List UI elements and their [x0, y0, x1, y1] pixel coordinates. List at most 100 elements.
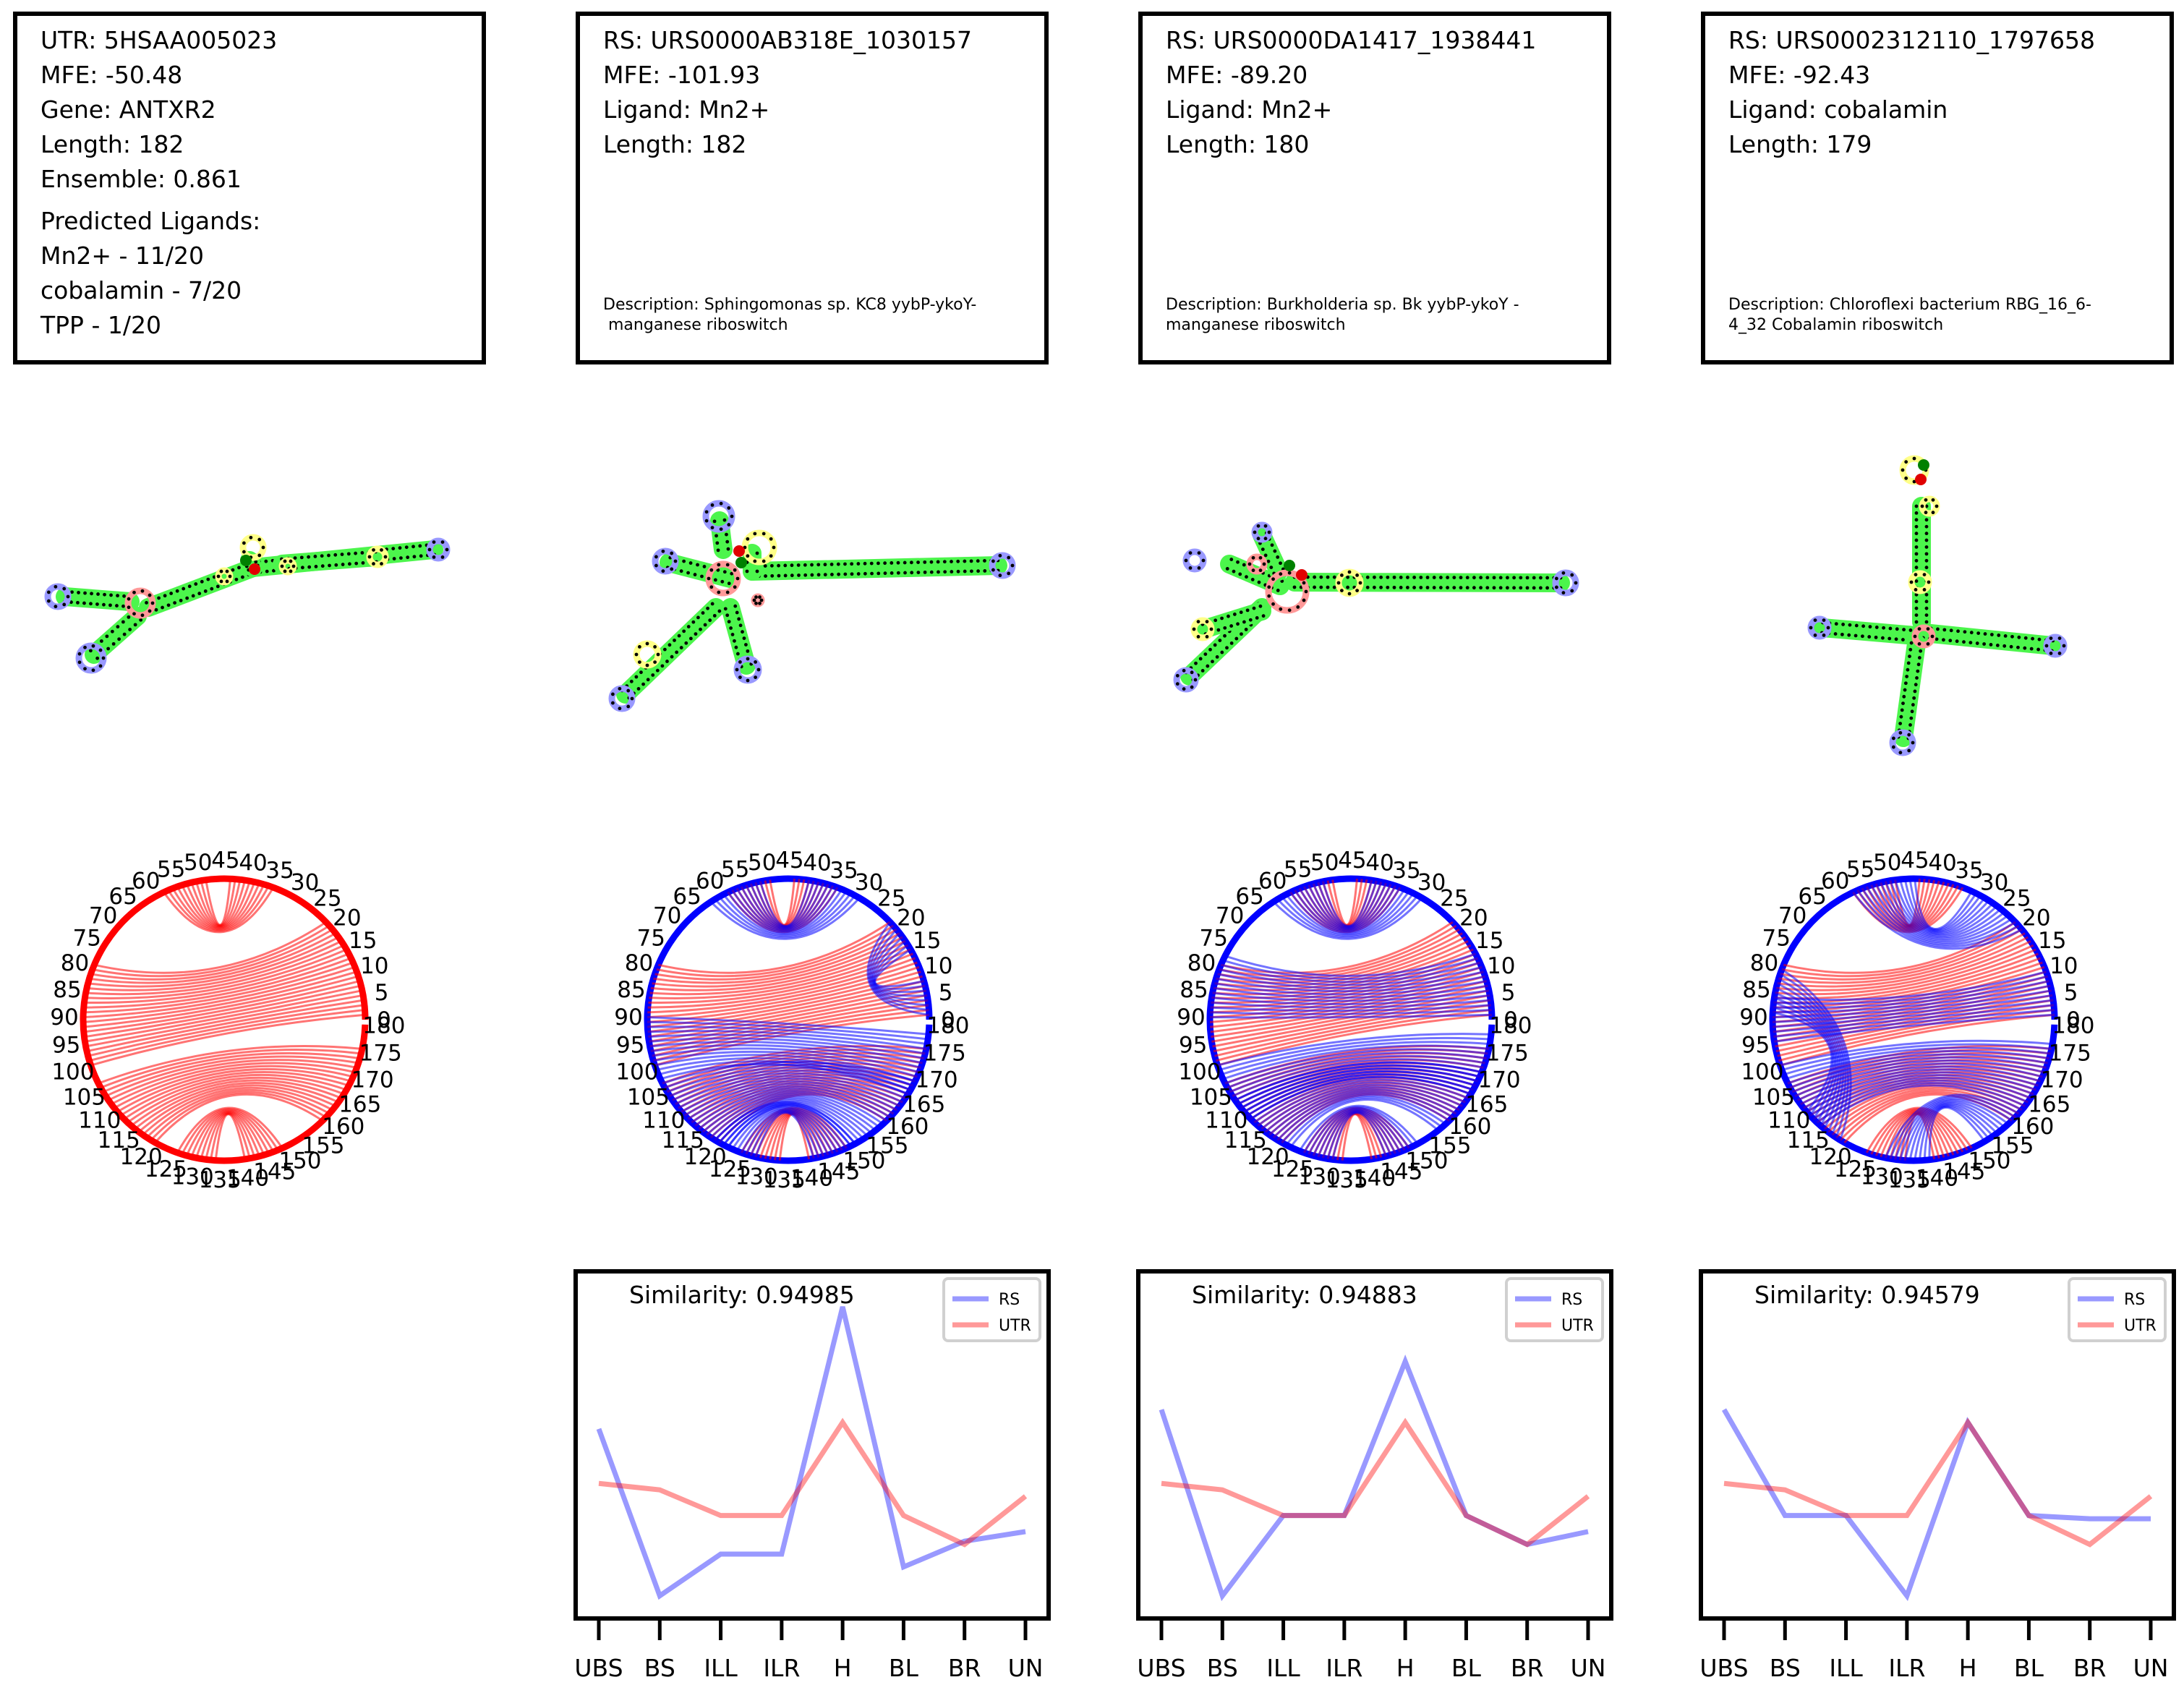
base-dot [1914, 587, 1918, 592]
base-dot [216, 584, 220, 589]
base-pair-chord [1773, 961, 2043, 1014]
base-pair-chord [116, 1068, 351, 1113]
position-tick-label: 135 [1326, 1167, 1368, 1193]
base-dot [1379, 575, 1383, 579]
base-pair-chord [1214, 980, 1487, 996]
base-dot [1920, 504, 1924, 508]
position-tick-label: 40 [803, 850, 831, 876]
base-pair-chord [709, 897, 861, 940]
base-pair-chord [1234, 1061, 1483, 1101]
position-tick-label: 55 [1284, 857, 1312, 883]
position-tick-label: 130 [1861, 1164, 1903, 1190]
base-pair-chord [647, 1020, 929, 1041]
base-dot [203, 589, 208, 593]
position-tick-label: 80 [61, 950, 89, 976]
base-dot [730, 514, 734, 519]
base-dot [1271, 577, 1275, 581]
position-tick-label: 45 [211, 848, 239, 874]
base-dot [1236, 622, 1240, 626]
base-dot [392, 557, 396, 560]
base-pair-chord [85, 944, 345, 996]
base-dot [883, 571, 887, 576]
base-pair-chord [1219, 1036, 1491, 1071]
base-dot [797, 573, 801, 577]
base-dot [1942, 638, 1945, 642]
base-dot [432, 540, 436, 545]
base-dot [1229, 641, 1234, 645]
base-pair-chord [1865, 1106, 1973, 1153]
base-dot [769, 554, 773, 558]
chart-frame [1136, 1269, 1613, 1621]
base-dot [654, 563, 658, 568]
base-pair-chord [1783, 1046, 2051, 1076]
base-dot [1194, 661, 1198, 665]
rs-description: Description: Sphingomonas sp. KC8 yybP-y… [603, 296, 977, 334]
base-dot [83, 645, 87, 649]
base-pair-chord [652, 936, 903, 988]
base-dot [1412, 576, 1417, 579]
base-dot [1232, 569, 1236, 573]
base-dot [1355, 589, 1360, 593]
position-tick-label: 40 [1928, 850, 1956, 876]
x-tick-label: ILR [763, 1654, 800, 1682]
base-pair-chord [662, 1060, 916, 1085]
base-dot [216, 574, 221, 579]
base-dot [127, 597, 131, 601]
base-dot [1208, 647, 1212, 652]
position-tick-label: 120 [1809, 1144, 1852, 1170]
base-dot [1955, 639, 1959, 644]
base-dot [1432, 576, 1436, 579]
position-tick-label: 165 [903, 1092, 945, 1118]
base-dot [737, 617, 741, 621]
base-dot [1822, 618, 1826, 623]
base-dot [99, 639, 103, 643]
base-pair-chord [1785, 1049, 2049, 1080]
position-tick-label: 100 [1741, 1059, 1783, 1085]
base-dot [293, 556, 297, 560]
base-dot [1263, 537, 1268, 541]
position-tick-label: 50 [748, 850, 776, 876]
base-dot [1276, 555, 1280, 559]
base-dot [1924, 532, 1929, 536]
base-dot [1538, 586, 1543, 590]
base-dot [1365, 585, 1370, 589]
base-dot [1229, 558, 1234, 561]
x-tick-label: H [834, 1654, 852, 1682]
base-pair-chord [1812, 1079, 2029, 1120]
position-tick-label: 165 [338, 1092, 381, 1118]
base-dot [610, 692, 615, 696]
base-dot [754, 601, 758, 605]
x-tick-label: ILR [1888, 1654, 1925, 1682]
base-dot [77, 660, 82, 665]
base-dot [1924, 538, 1929, 542]
base-dot [1901, 468, 1905, 472]
base-pair-chord [1852, 891, 2023, 950]
base-dot [1279, 607, 1283, 611]
position-tick-label: 95 [1179, 1032, 1207, 1058]
position-tick-label: 65 [1798, 884, 1826, 910]
base-dot [122, 632, 127, 636]
base-dot [1532, 586, 1536, 590]
base-dot [2010, 634, 2014, 639]
base-dot [1215, 655, 1219, 659]
base-dot [1358, 581, 1362, 585]
base-pair-chord [1789, 1056, 2047, 1089]
base-dot [816, 573, 821, 577]
base-dot [1273, 549, 1277, 553]
base-dot [242, 541, 246, 545]
base-dot [419, 554, 423, 558]
base-pair-chord [650, 1044, 921, 1069]
base-dot [1983, 632, 1987, 636]
base-pair-chord [1224, 1048, 1488, 1085]
base-pair-chord [1773, 975, 2048, 1005]
base-dot [175, 589, 179, 593]
base-dot [412, 555, 417, 559]
base-dot [710, 526, 715, 529]
base-dot [106, 647, 111, 651]
base-dot [694, 632, 698, 636]
position-tick-label: 30 [1417, 869, 1446, 895]
base-dot [320, 554, 324, 558]
base-pair-chord [684, 1083, 895, 1117]
base-dot [150, 601, 155, 605]
utr-mfe: MFE: -50.48 [40, 61, 183, 89]
